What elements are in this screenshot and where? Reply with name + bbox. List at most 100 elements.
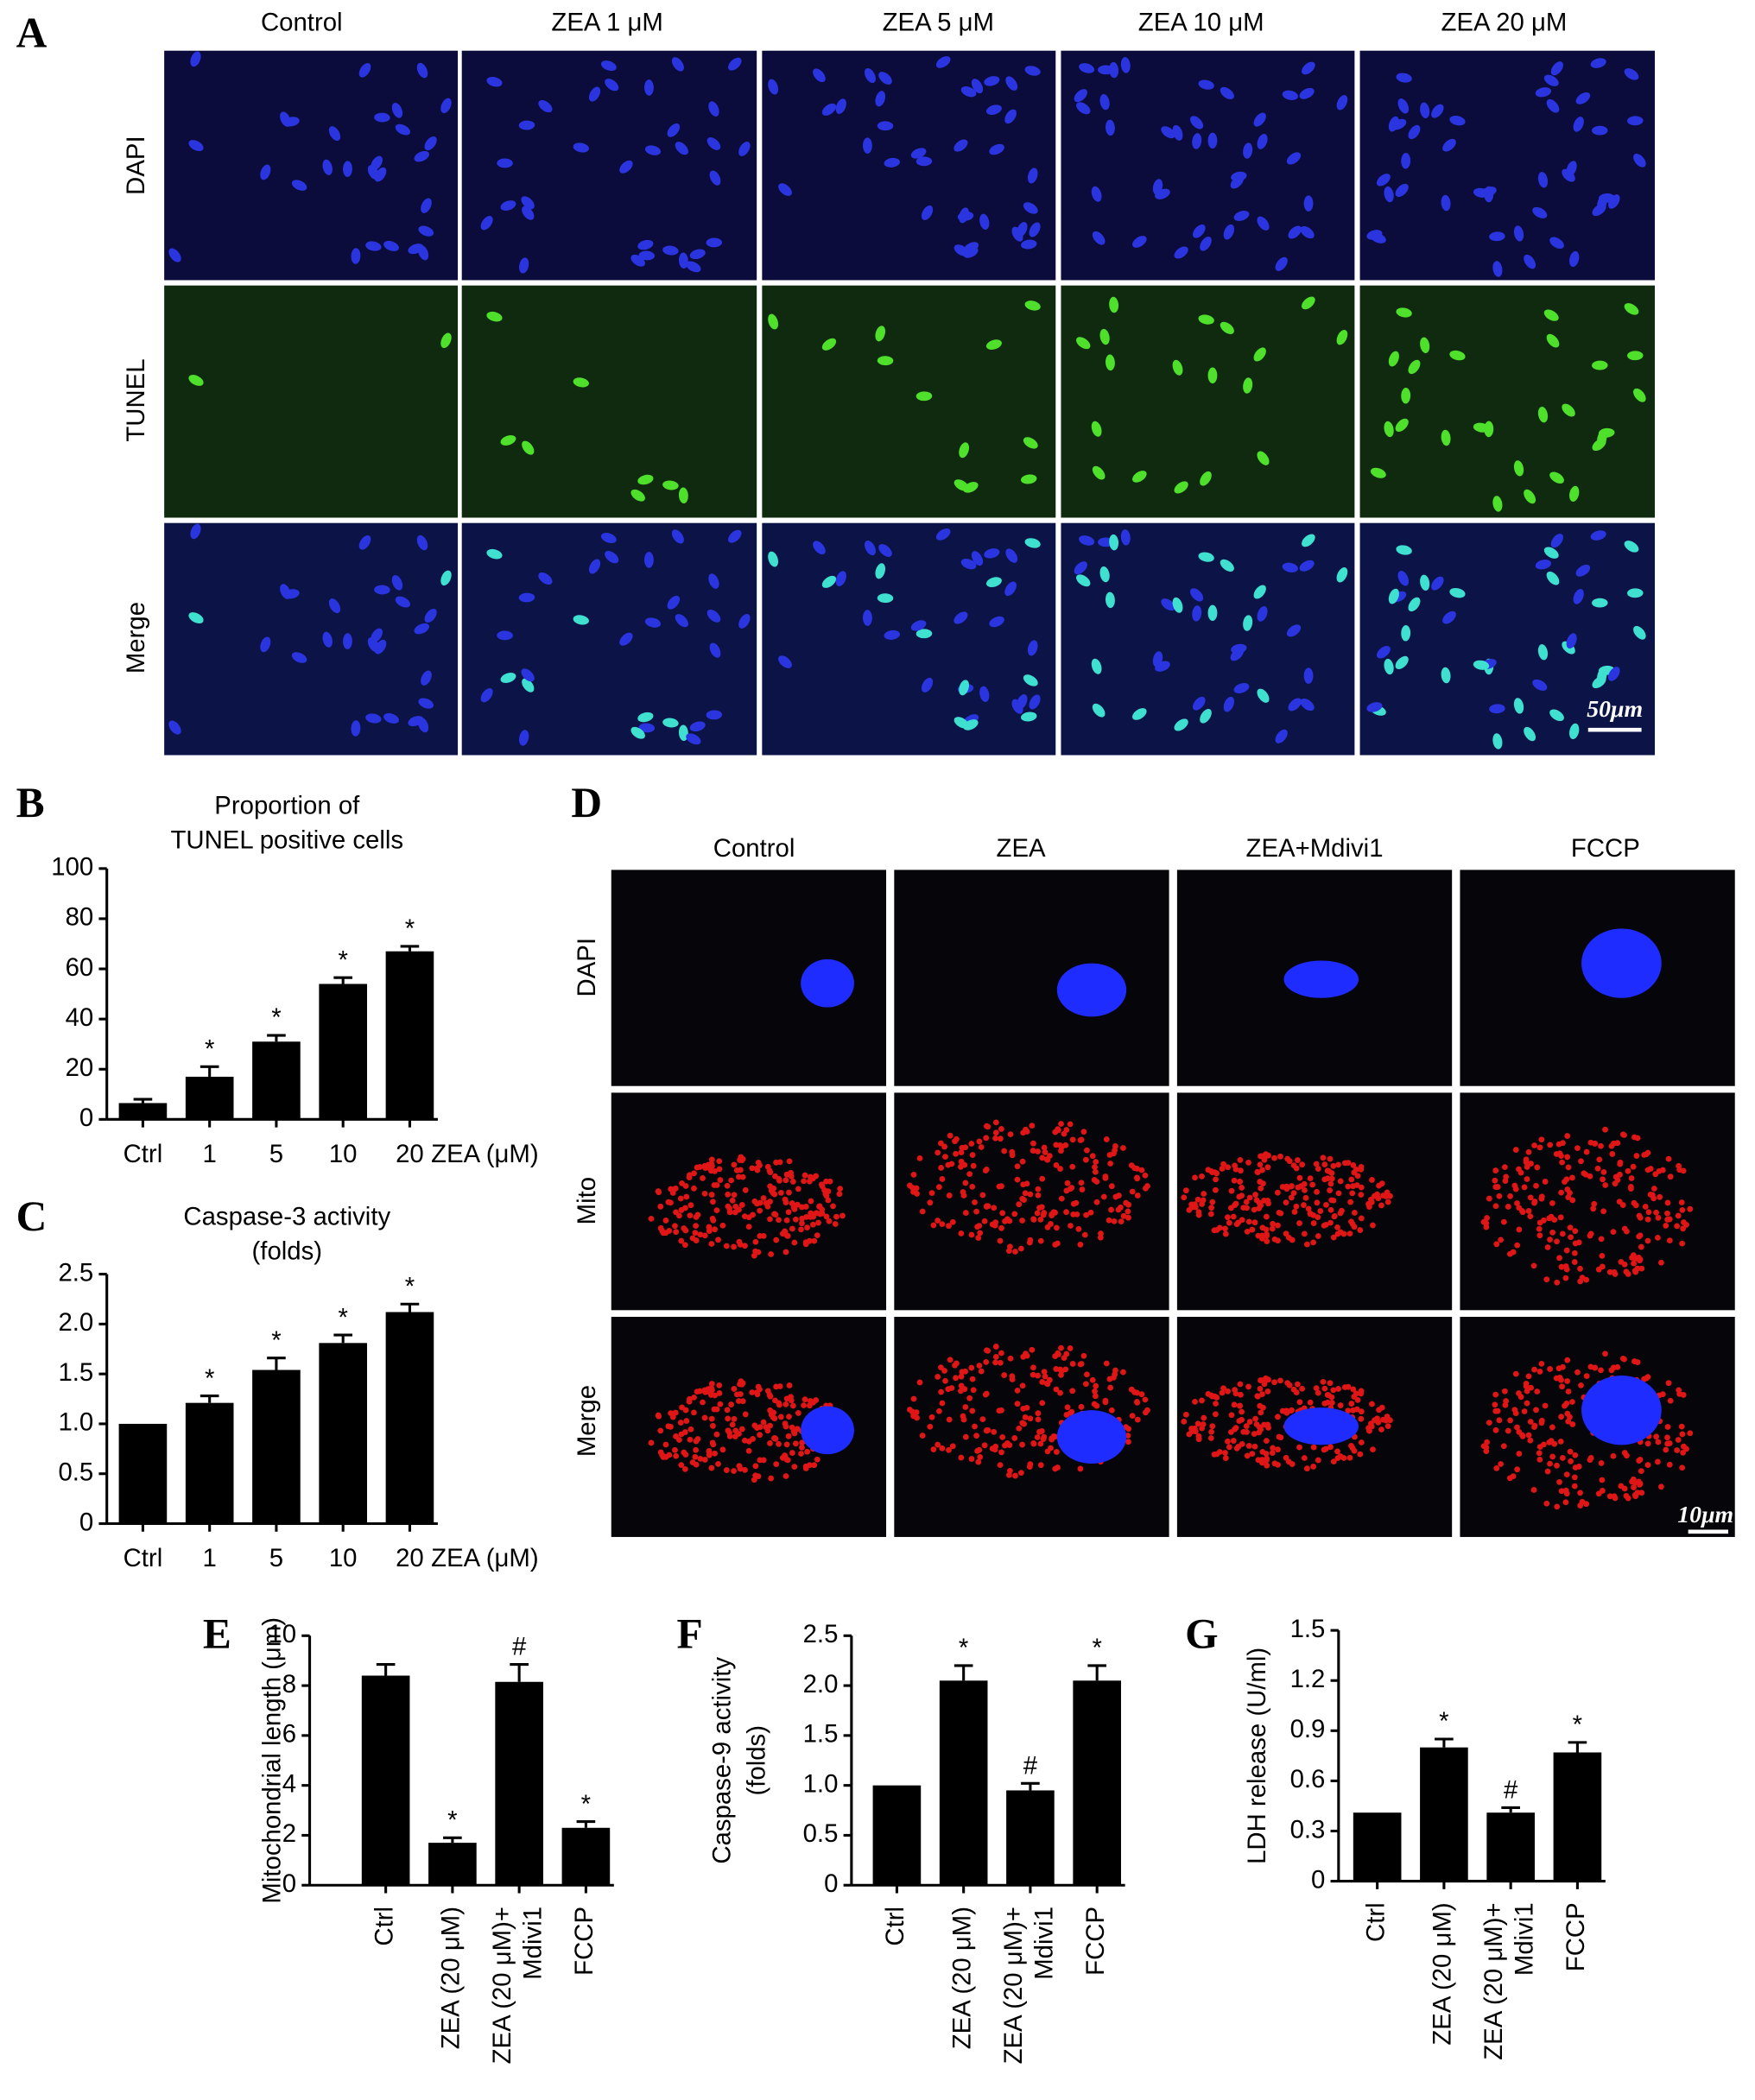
mitochondrion	[696, 1388, 703, 1395]
cell-nucleus	[971, 79, 984, 94]
mitochondrion	[935, 1441, 941, 1448]
cell-nucleus	[1172, 597, 1183, 613]
cell-nucleus	[1257, 605, 1268, 622]
mitochondrion	[1600, 1168, 1607, 1175]
mitochondrion	[1558, 1414, 1565, 1420]
mitochondrion	[945, 1386, 952, 1393]
mitochondrion	[1547, 1366, 1554, 1372]
cell-nucleus	[365, 241, 382, 251]
cell-nucleus	[1300, 698, 1315, 712]
mitochondrion	[1314, 1199, 1321, 1206]
x-tick-label: FCCP	[570, 1907, 599, 1976]
cell-nucleus	[1200, 237, 1212, 251]
cell-nucleus	[738, 142, 751, 156]
mitochondrion	[1118, 1218, 1125, 1224]
bar	[1006, 1790, 1055, 1886]
cell-nucleus	[801, 958, 854, 1008]
mitochondrion	[1016, 1201, 1023, 1208]
x-tick-label: ZEA (20 μM)	[1429, 1902, 1457, 2045]
mitochondrion	[1358, 1163, 1365, 1170]
mitochondrion	[1683, 1445, 1689, 1452]
mitochondrion	[1664, 1424, 1671, 1430]
cell-nucleus	[1161, 126, 1175, 139]
mitochondrion	[1142, 1396, 1149, 1403]
cell-nucleus	[1106, 354, 1115, 371]
cell-nucleus	[1546, 333, 1560, 348]
mitochondrion	[691, 1409, 697, 1416]
mitochondrion	[1339, 1207, 1345, 1214]
mitochondrion	[1265, 1152, 1271, 1159]
mitochondrion	[978, 1144, 985, 1150]
mitochondrion	[687, 1395, 693, 1402]
x-tick-label: 20	[396, 1544, 424, 1572]
y-tick-label: 10	[268, 1620, 296, 1648]
mitochondrion	[708, 1161, 714, 1167]
cell-nucleus	[1299, 560, 1315, 572]
mitochondrion	[763, 1199, 770, 1206]
mitochondrion	[1531, 1366, 1537, 1373]
mitochondrion	[1012, 1472, 1018, 1479]
mitochondrion	[968, 1231, 975, 1238]
cell-nucleus	[1282, 562, 1298, 572]
mitochondrion	[1498, 1237, 1505, 1243]
mitochondrion	[1548, 1213, 1555, 1220]
cell-nucleus	[605, 551, 619, 564]
mitochondrion	[1512, 1147, 1519, 1153]
mitochondrion	[771, 1211, 777, 1218]
cell-nucleus	[1627, 351, 1644, 361]
mitochondrion	[757, 1432, 763, 1439]
mitochondrion	[1006, 1243, 1013, 1250]
mitochondrion	[1288, 1194, 1295, 1201]
mitochondrion	[1625, 1495, 1631, 1502]
y-tick-label: 0.5	[803, 1819, 839, 1848]
cell-nucleus	[573, 615, 589, 625]
mitochondrion	[1628, 1175, 1635, 1181]
mitochondrion	[1378, 1426, 1384, 1433]
mitochondrion	[1564, 1154, 1571, 1161]
mitochondrion	[1346, 1230, 1353, 1237]
mitochondrion	[662, 1453, 669, 1460]
mitochondrion	[1251, 1219, 1258, 1226]
mitochondrion	[977, 1454, 984, 1460]
mitochondrion	[1345, 1407, 1352, 1414]
mitochondrion	[1233, 1445, 1240, 1452]
mitochondrion	[1567, 1448, 1574, 1455]
cell-nucleus	[1473, 422, 1490, 433]
mitochondrion	[1655, 1439, 1662, 1445]
panel-letter: D	[571, 779, 602, 826]
cell-nucleus	[916, 391, 933, 402]
mitochondrion	[757, 1457, 763, 1464]
mitochondrion	[1055, 1127, 1061, 1134]
mitochondrion	[1129, 1188, 1136, 1195]
cell-nucleus	[1023, 202, 1038, 214]
mitochondrion	[1637, 1214, 1644, 1221]
cell-nucleus	[538, 99, 553, 113]
mitochondrion	[716, 1158, 723, 1165]
cell-nucleus	[280, 111, 291, 127]
cell-nucleus	[1550, 534, 1563, 548]
mitochondrion	[1518, 1432, 1525, 1439]
cell-nucleus	[884, 629, 901, 640]
mitochondrion	[1263, 1226, 1270, 1233]
mitochondrion	[1679, 1464, 1686, 1471]
significance-mark: *	[405, 914, 415, 943]
error-bar	[954, 1664, 973, 1681]
cell-nucleus	[1230, 648, 1244, 661]
mitochondrion	[1327, 1187, 1334, 1193]
mitochondrion	[1564, 1133, 1571, 1139]
mitochondrion	[1335, 1386, 1341, 1392]
cell-nucleus	[989, 143, 1004, 155]
cell-nucleus	[414, 150, 429, 162]
cell-nucleus	[686, 733, 701, 745]
mitochondrion	[1610, 1140, 1617, 1147]
cell-nucleus	[1384, 658, 1394, 675]
cell-nucleus	[1513, 225, 1524, 242]
mitochondrion	[1358, 1192, 1365, 1198]
mitochondrion	[1261, 1381, 1268, 1388]
cell-nucleus	[1532, 679, 1548, 691]
mitochondrion	[1068, 1223, 1074, 1229]
mitochondrion	[1207, 1211, 1214, 1218]
mitochondrion	[657, 1449, 664, 1456]
mitochondrion	[1531, 1142, 1537, 1148]
mitochondrion	[968, 1456, 975, 1462]
